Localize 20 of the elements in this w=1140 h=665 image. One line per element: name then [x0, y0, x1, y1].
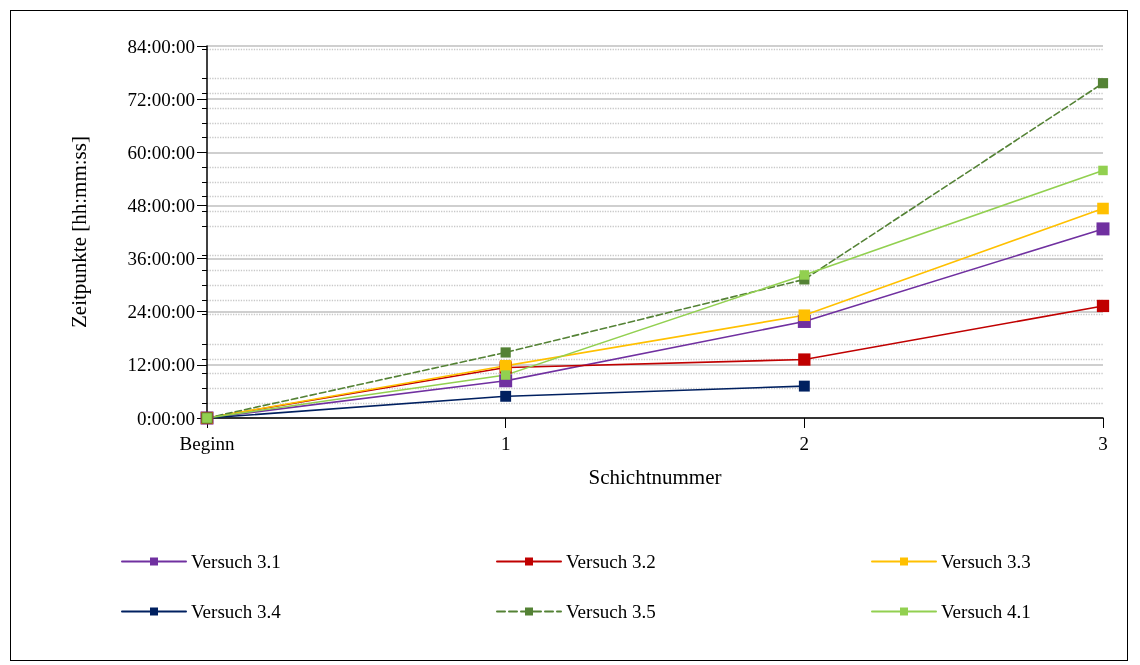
legend-label: Versuch 3.2 [566, 551, 656, 572]
x-tick-label: 1 [500, 433, 511, 454]
y-tick-label: 72:00:00 [127, 88, 195, 110]
y-tick-label: 12:00:00 [127, 354, 195, 376]
x-tick-label: Beginn [179, 433, 235, 454]
x-tick-label: 2 [799, 433, 810, 454]
y-tick-label: 36:00:00 [127, 248, 195, 270]
legend-label: Versuch 3.4 [191, 601, 282, 622]
y-tick-label: 0:00:00 [136, 407, 195, 429]
y-tick-label: 48:00:00 [127, 194, 195, 216]
y-tick-label: 84:00:00 [127, 35, 195, 57]
legend-label: Versuch 3.5 [566, 601, 656, 622]
y-tick-label: 60:00:00 [127, 141, 195, 163]
legend-label: Versuch 3.3 [941, 551, 1031, 572]
legend-label: Versuch 3.1 [191, 551, 281, 572]
legend-label: Versuch 4.1 [941, 601, 1031, 622]
y-tick-label: 24:00:00 [127, 301, 195, 323]
x-axis-title: Schichtnummer [588, 464, 722, 489]
y-axis-title: Zeitpunkte [hh:mm:ss] [66, 136, 91, 328]
x-tick-label: 3 [1098, 433, 1108, 454]
